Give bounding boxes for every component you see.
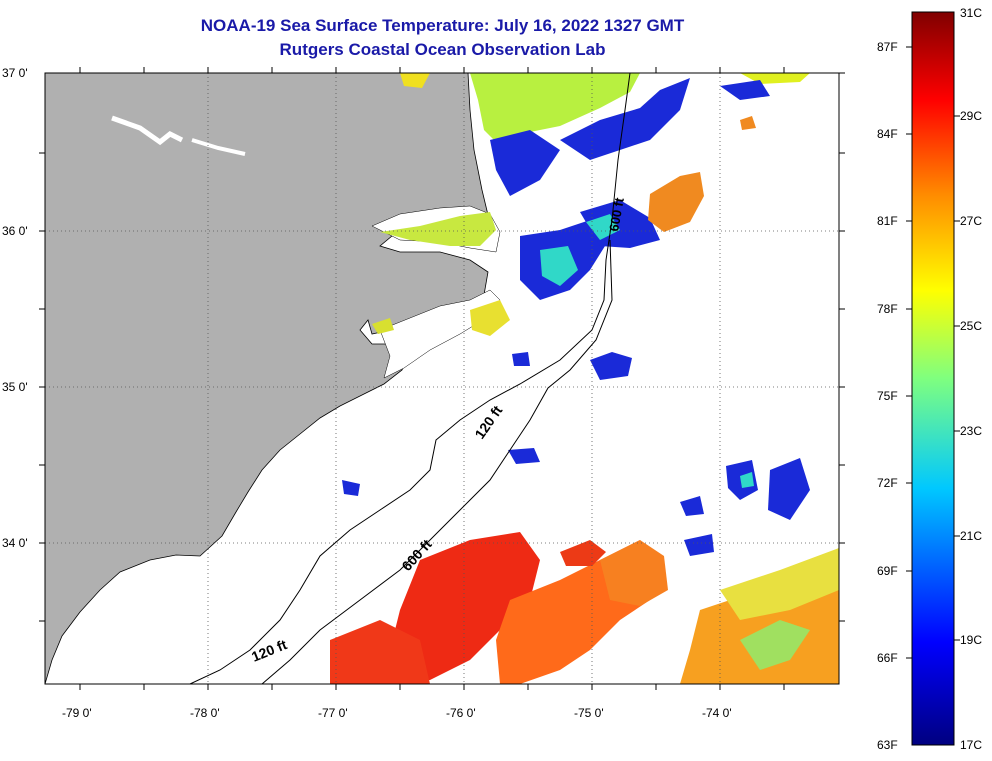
cbar-f-63: 63F: [877, 738, 898, 752]
colorbar: [911, 11, 955, 746]
lon-label-77: -77 0': [318, 706, 348, 720]
cbar-c-31: 31C: [960, 6, 983, 20]
lat-label-35: 35 0': [2, 380, 28, 394]
lon-label-75: -75 0': [574, 706, 604, 720]
map-subtitle: Rutgers Coastal Ocean Observation Lab: [279, 40, 606, 59]
lon-label-76: -76 0': [446, 706, 476, 720]
cbar-f-69: 69F: [877, 564, 898, 578]
lat-label-37: 37 0': [2, 66, 28, 80]
lat-label-34: 34 0': [2, 536, 28, 550]
lat-label-36: 36 0': [2, 224, 28, 238]
map-title: NOAA-19 Sea Surface Temperature: July 16…: [200, 16, 685, 35]
cbar-c-23: 23C: [960, 424, 983, 438]
cbar-c-25: 25C: [960, 319, 983, 333]
cbar-f-81: 81F: [877, 214, 898, 228]
cbar-f-72: 72F: [877, 476, 898, 490]
cbar-c-19: 19C: [960, 633, 983, 647]
lon-label-74: -74 0': [702, 706, 732, 720]
cbar-c-29: 29C: [960, 109, 983, 123]
cbar-f-75: 75F: [877, 389, 898, 403]
cbar-c-21: 21C: [960, 529, 983, 543]
cbar-f-78: 78F: [877, 302, 898, 316]
cbar-c-27: 27C: [960, 214, 983, 228]
lon-label-78: -78 0': [190, 706, 220, 720]
sst-north-patch: [470, 73, 640, 144]
cbar-f-87: 87F: [877, 40, 898, 54]
lon-label-79: -79 0': [62, 706, 92, 720]
cbar-c-17: 17C: [960, 738, 983, 752]
cbar-f-84: 84F: [877, 127, 898, 141]
isobath-lines: [189, 73, 631, 684]
cbar-f-66: 66F: [877, 651, 898, 665]
isobath-label-shelf-north: 600 ft: [606, 196, 627, 233]
